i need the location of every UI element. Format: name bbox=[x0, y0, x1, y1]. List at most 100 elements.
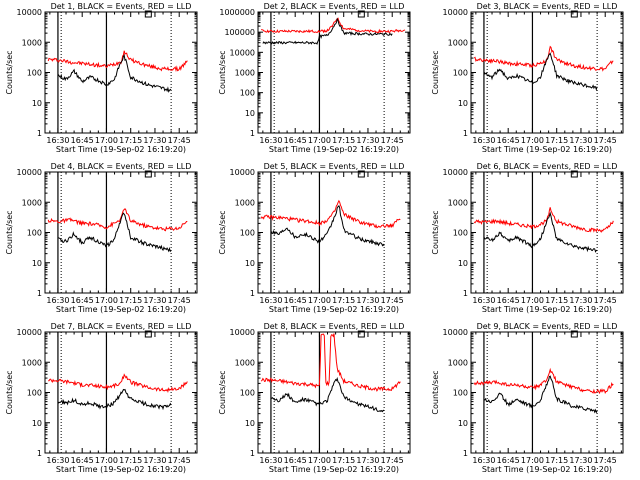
data-layer bbox=[47, 50, 188, 93]
y-axis-label: Counts/sec bbox=[431, 210, 440, 254]
x-tick-label: 16:45 bbox=[284, 136, 307, 145]
events-series-line bbox=[270, 376, 385, 413]
events-series-line bbox=[57, 212, 172, 253]
y-tick-label: 1000 bbox=[448, 198, 468, 207]
y-tick-label: 100000 bbox=[224, 28, 255, 37]
legend-box bbox=[144, 330, 152, 338]
chart-panel-3: Det 3, BLACK = Events, RED = LLD 1 10 100 10… bbox=[431, 2, 624, 154]
y-axis-label: Counts/sec bbox=[218, 370, 227, 414]
chart-panel-4: Det 4, BLACK = Events, RED = LLD 1 10 100 10… bbox=[5, 162, 198, 314]
y-tick-label: 100 bbox=[453, 389, 468, 398]
x-axis-label: Start Time (19-Sep-02 16:19:20) bbox=[482, 465, 612, 474]
y-tick-label: 10 bbox=[458, 419, 468, 428]
x-tick-label: 17:15 bbox=[119, 456, 142, 465]
legend-box bbox=[357, 330, 365, 338]
events-series-line bbox=[483, 375, 598, 414]
x-tick-label: 16:45 bbox=[497, 136, 520, 145]
y-tick-label: 1 bbox=[37, 449, 42, 458]
x-tick-label: 17:45 bbox=[381, 456, 404, 465]
x-axis-label: Start Time (19-Sep-02 16:19:20) bbox=[482, 305, 612, 314]
y-tick-label: 1 bbox=[37, 129, 42, 138]
lld-series-line bbox=[473, 207, 614, 233]
x-tick-label: 16:45 bbox=[284, 296, 307, 305]
x-tick-label: 16:30 bbox=[259, 296, 282, 305]
y-tick-label: 1000 bbox=[235, 198, 255, 207]
x-tick-label: 17:15 bbox=[545, 136, 568, 145]
events-series-line bbox=[262, 17, 393, 45]
x-tick-label: 17:00 bbox=[95, 136, 118, 145]
x-tick-label: 16:45 bbox=[284, 456, 307, 465]
y-tick-label: 1000 bbox=[22, 38, 42, 47]
chart-panel-7: Det 7, BLACK = Events, RED = LLD 1 10 100 10… bbox=[5, 322, 198, 474]
x-tick-label: 16:30 bbox=[46, 456, 69, 465]
legend-box bbox=[570, 10, 578, 18]
x-tick-label: 16:30 bbox=[46, 136, 69, 145]
x-tick-label: 17:45 bbox=[168, 456, 191, 465]
y-tick-label: 10 bbox=[245, 259, 255, 268]
chart-title: Det 9, BLACK = Events, RED = LLD bbox=[477, 322, 618, 331]
events-series-line bbox=[483, 52, 598, 92]
y-tick-label: 10 bbox=[32, 259, 42, 268]
data-layer bbox=[473, 45, 614, 92]
plot-frame bbox=[257, 171, 411, 294]
y-tick-label: 100 bbox=[453, 229, 468, 238]
x-tick-label: 17:15 bbox=[119, 296, 142, 305]
y-tick-label: 1000 bbox=[22, 198, 42, 207]
x-tick-label: 17:15 bbox=[545, 296, 568, 305]
y-tick-label: 10 bbox=[32, 419, 42, 428]
x-tick-label: 17:45 bbox=[594, 296, 617, 305]
y-tick-label: 10000 bbox=[230, 328, 255, 337]
y-axis-label: Counts/sec bbox=[5, 370, 14, 414]
x-tick-label: 17:15 bbox=[332, 456, 355, 465]
x-tick-label: 16:30 bbox=[259, 136, 282, 145]
x-tick-label: 16:30 bbox=[472, 456, 495, 465]
chart-panel-1: Det 1, BLACK = Events, RED = LLD 1 10 100 10… bbox=[5, 2, 198, 154]
x-tick-label: 17:15 bbox=[332, 136, 355, 145]
x-tick-label: 17:30 bbox=[356, 136, 379, 145]
chart-title: Det 8, BLACK = Events, RED = LLD bbox=[264, 322, 405, 331]
plot-frame bbox=[44, 171, 198, 294]
y-axis-label: Counts/sec bbox=[5, 50, 14, 94]
y-tick-label: 10000 bbox=[17, 168, 42, 177]
x-tick-label: 17:00 bbox=[521, 456, 544, 465]
x-tick-label: 17:00 bbox=[308, 296, 331, 305]
x-tick-label: 16:45 bbox=[497, 296, 520, 305]
y-tick-label: 10000 bbox=[230, 48, 255, 57]
events-series-line bbox=[270, 205, 385, 247]
y-tick-label: 1 bbox=[463, 129, 468, 138]
legend-box bbox=[357, 170, 365, 178]
plot-frame bbox=[257, 331, 411, 454]
y-axis-label: Counts/sec bbox=[431, 370, 440, 414]
data-layer bbox=[261, 17, 406, 45]
x-tick-label: 17:45 bbox=[168, 296, 191, 305]
y-tick-label: 10000 bbox=[17, 8, 42, 17]
events-series-line bbox=[483, 211, 598, 253]
chart-title: Det 5, BLACK = Events, RED = LLD bbox=[264, 162, 405, 171]
y-axis-label: Counts/sec bbox=[5, 210, 14, 254]
y-tick-label: 1 bbox=[37, 289, 42, 298]
y-tick-label: 100 bbox=[240, 389, 255, 398]
y-tick-label: 1 bbox=[463, 289, 468, 298]
y-tick-label: 10000 bbox=[443, 8, 468, 17]
lld-series-line bbox=[261, 17, 406, 34]
y-tick-label: 100 bbox=[240, 89, 255, 98]
x-tick-label: 17:30 bbox=[356, 296, 379, 305]
x-tick-label: 17:30 bbox=[356, 456, 379, 465]
events-series-line bbox=[57, 54, 172, 93]
x-tick-label: 17:00 bbox=[521, 136, 544, 145]
y-tick-label: 10000 bbox=[443, 328, 468, 337]
y-tick-label: 10 bbox=[458, 259, 468, 268]
y-tick-label: 100 bbox=[27, 389, 42, 398]
x-tick-label: 17:45 bbox=[381, 136, 404, 145]
x-tick-label: 17:15 bbox=[119, 136, 142, 145]
x-tick-label: 17:30 bbox=[143, 136, 166, 145]
chart-title: Det 6, BLACK = Events, RED = LLD bbox=[477, 162, 618, 171]
y-axis-label: Counts/sec bbox=[218, 50, 227, 94]
lld-series-line bbox=[260, 199, 401, 229]
lld-series-line bbox=[473, 367, 614, 395]
x-axis-label: Start Time (19-Sep-02 16:19:20) bbox=[269, 145, 399, 154]
x-axis-label: Start Time (19-Sep-02 16:19:20) bbox=[56, 465, 186, 474]
x-axis-label: Start Time (19-Sep-02 16:19:20) bbox=[269, 465, 399, 474]
x-tick-label: 17:00 bbox=[308, 136, 331, 145]
plot-frame bbox=[470, 171, 624, 294]
